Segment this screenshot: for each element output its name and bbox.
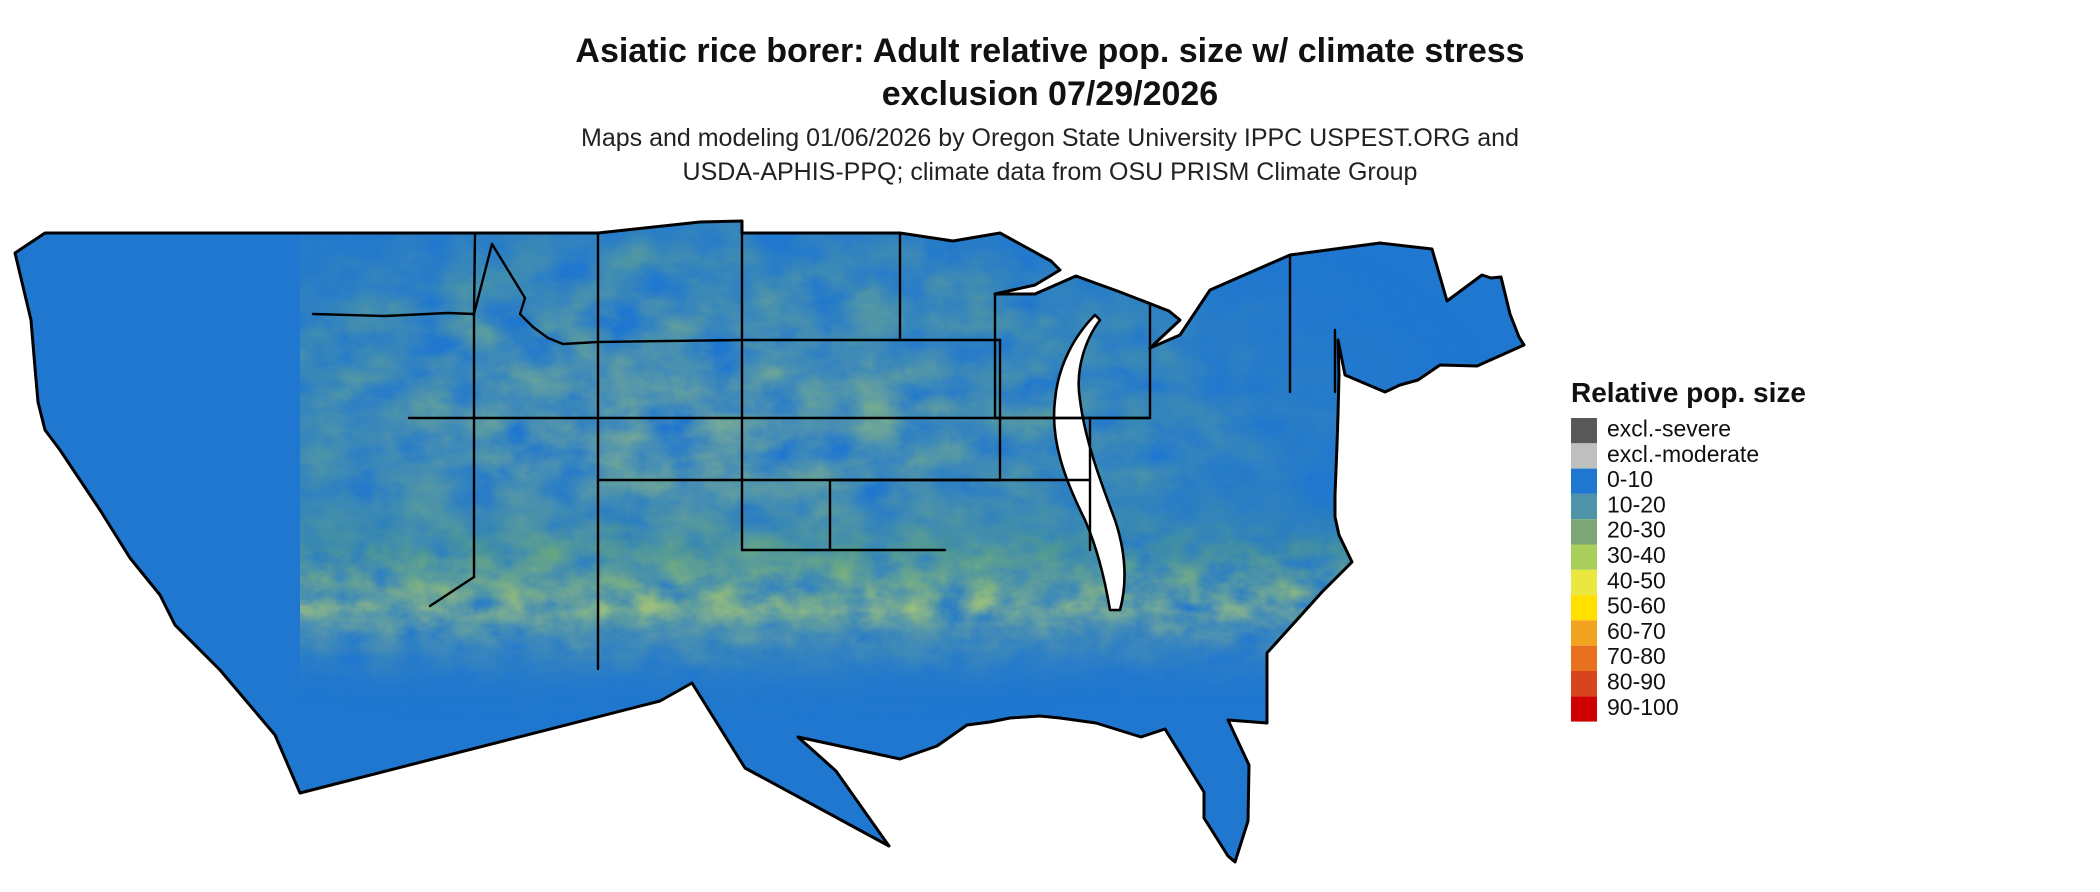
svg-text:50-60: 50-60: [1607, 593, 1666, 619]
svg-text:excl.-moderate: excl.-moderate: [1607, 441, 1759, 467]
svg-text:0-10: 0-10: [1607, 466, 1653, 492]
svg-text:80-90: 80-90: [1607, 669, 1666, 695]
svg-text:excl.-severe: excl.-severe: [1607, 416, 1731, 442]
svg-text:70-80: 70-80: [1607, 643, 1666, 669]
svg-text:90-100: 90-100: [1607, 694, 1679, 720]
svg-text:20-30: 20-30: [1607, 517, 1666, 543]
svg-text:10-20: 10-20: [1607, 491, 1666, 517]
svg-text:30-40: 30-40: [1607, 542, 1666, 568]
svg-text:40-50: 40-50: [1607, 567, 1666, 593]
svg-text:Relative pop. size: Relative pop. size: [1571, 377, 1806, 408]
svg-text:60-70: 60-70: [1607, 618, 1666, 644]
